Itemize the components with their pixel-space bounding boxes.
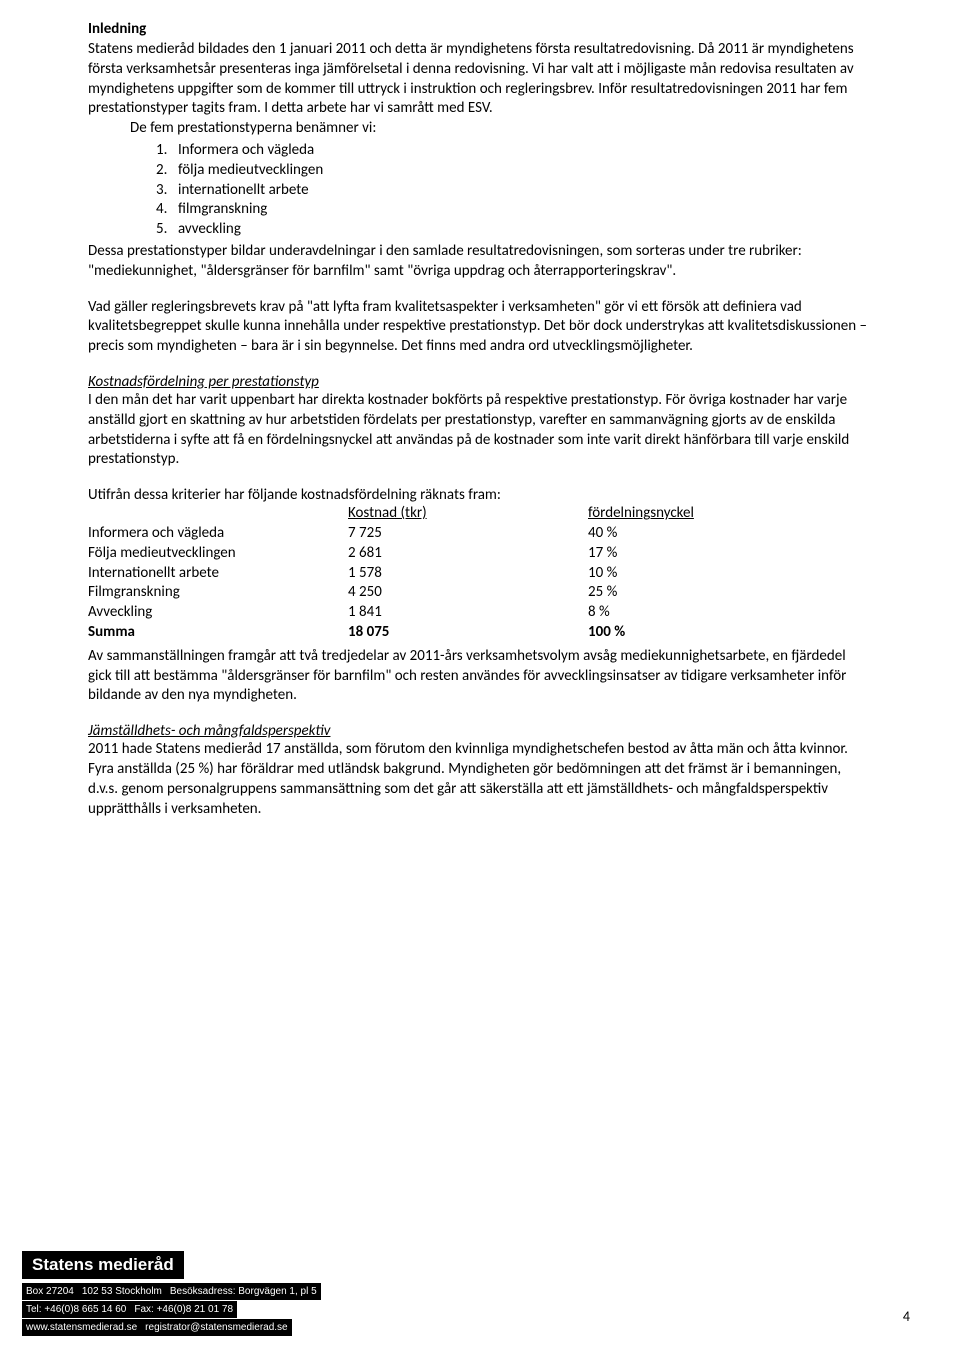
- subheading-text: Kostnadsfördelning per prestationstyp: [88, 373, 319, 391]
- list-text: filmgranskning: [178, 200, 267, 220]
- page-footer: Statens medieråd Box 27204102 53 Stockho…: [22, 1251, 321, 1337]
- list-text: följa medieutvecklingen: [178, 161, 323, 181]
- table-cell: Avveckling: [88, 603, 348, 623]
- list-item: 4.filmgranskning: [156, 200, 872, 220]
- table-header-text: fördelningsnyckel: [588, 504, 694, 522]
- footer-segment: 102 53 Stockholm: [78, 1283, 166, 1300]
- table-row: Filmgranskning4 25025 %: [88, 583, 872, 603]
- table-cell: Följa medieutvecklingen: [88, 544, 348, 564]
- table-header-text: Kostnad (tkr): [348, 504, 427, 522]
- table-row: Informera och vägleda7 72540 %: [88, 524, 872, 544]
- table-cell: 8 %: [588, 603, 788, 623]
- footer-segment: Tel: +46(0)8 665 14 60: [22, 1301, 130, 1318]
- table-cell: Internationellt arbete: [88, 564, 348, 584]
- paragraph: Vad gäller regleringsbrevets krav på "at…: [88, 298, 872, 357]
- table-cell: 18 075: [348, 623, 588, 643]
- paragraph-text: Dessa prestationstyper bildar underavdel…: [88, 242, 802, 280]
- footer-segment: Box 27204: [22, 1283, 78, 1300]
- list-item: 1.Informera och vägleda: [156, 141, 872, 161]
- table-cell: Summa: [88, 623, 348, 643]
- list-number: 1.: [156, 141, 178, 161]
- table-cell: Filmgranskning: [88, 583, 348, 603]
- list-text: avveckling: [178, 220, 241, 240]
- footer-contact-line: Tel: +46(0)8 665 14 60Fax: +46(0)8 21 01…: [22, 1301, 321, 1318]
- table-cell: 4 250: [348, 583, 588, 603]
- list-text: internationellt arbete: [178, 181, 309, 201]
- table-cell: 40 %: [588, 524, 788, 544]
- table-cell: 1 841: [348, 603, 588, 623]
- subheading-text: Jämställdhets- och mångfaldsperspektiv: [88, 722, 330, 740]
- numbered-list: 1.Informera och vägleda 2.följa medieutv…: [156, 141, 872, 240]
- table-cell: 100 %: [588, 623, 788, 643]
- footer-segment: Fax: +46(0)8 21 01 78: [130, 1301, 237, 1318]
- table-header-cell: fördelningsnyckel: [588, 504, 788, 524]
- list-intro: De fem prestationstyperna benämner vi:: [130, 119, 872, 139]
- list-text: Informera och vägleda: [178, 141, 314, 161]
- table-cell: 7 725: [348, 524, 588, 544]
- table-intro: Utifrån dessa kriterier har följande kos…: [88, 486, 872, 504]
- subheading: Jämställdhets- och mångfaldsperspektiv: [88, 722, 872, 740]
- paragraph: Av sammanställningen framgår att två tre…: [88, 647, 872, 706]
- table-cell: Informera och vägleda: [88, 524, 348, 544]
- footer-segment: Besöksadress: Borgvägen 1, pl 5: [166, 1283, 321, 1300]
- section-heading: Inledning: [88, 20, 872, 38]
- list-number: 5.: [156, 220, 178, 240]
- paragraph-text: Statens medieråd bildades den 1 januari …: [88, 40, 854, 117]
- footer-web-line: www.statensmedierad.seregistrator@staten…: [22, 1319, 321, 1336]
- table-header-cell: Kostnad (tkr): [348, 504, 588, 524]
- table-cell: 2 681: [348, 544, 588, 564]
- list-number: 3.: [156, 181, 178, 201]
- cost-table: Kostnad (tkr) fördelningsnyckel Informer…: [88, 504, 872, 643]
- table-cell: 25 %: [588, 583, 788, 603]
- footer-segment: www.statensmedierad.se: [22, 1319, 141, 1336]
- table-row: Följa medieutvecklingen2 68117 %: [88, 544, 872, 564]
- paragraph: I den mån det har varit uppenbart har di…: [88, 391, 872, 470]
- list-item: 2.följa medieutvecklingen: [156, 161, 872, 181]
- table-header-cell: [88, 504, 348, 524]
- list-item: 5.avveckling: [156, 220, 872, 240]
- table-cell: 10 %: [588, 564, 788, 584]
- footer-segment: registrator@statensmedierad.se: [141, 1319, 291, 1336]
- table-row: Avveckling1 841 8 %: [88, 603, 872, 623]
- subheading: Kostnadsfördelning per prestationstyp: [88, 373, 872, 391]
- paragraph: Statens medieråd bildades den 1 januari …: [88, 40, 872, 282]
- footer-address-line: Box 27204102 53 StockholmBesöksadress: B…: [22, 1283, 321, 1300]
- table-cell: 1 578: [348, 564, 588, 584]
- table-cell: 17 %: [588, 544, 788, 564]
- page-number: 4: [903, 1308, 910, 1325]
- paragraph: 2011 hade Statens medieråd 17 anställda,…: [88, 740, 872, 819]
- table-sum-row: Summa18 075100 %: [88, 623, 872, 643]
- table-row: Internationellt arbete1 57810 %: [88, 564, 872, 584]
- list-number: 2.: [156, 161, 178, 181]
- footer-logo: Statens medieråd: [22, 1251, 184, 1279]
- list-item: 3.internationellt arbete: [156, 181, 872, 201]
- table-header-row: Kostnad (tkr) fördelningsnyckel: [88, 504, 872, 524]
- list-number: 4.: [156, 200, 178, 220]
